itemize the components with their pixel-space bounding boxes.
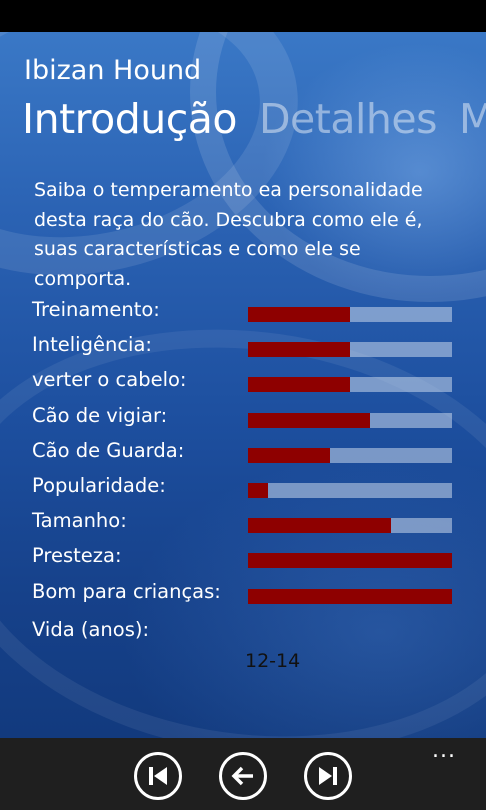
stat-row-inteligencia: Inteligência: <box>32 331 456 366</box>
stat-label: Treinamento: <box>32 298 160 321</box>
back-button[interactable] <box>219 752 267 800</box>
stat-bar-track <box>248 342 452 358</box>
back-arrow-icon <box>231 766 253 786</box>
life-value: 12-14 <box>245 650 301 672</box>
stat-bar-track <box>248 553 452 569</box>
skip-previous-button[interactable] <box>134 752 182 800</box>
stat-bar-track <box>248 518 452 534</box>
stat-label: Bom para crianças: <box>32 579 221 603</box>
tab-introducao[interactable]: Introdução <box>22 95 237 143</box>
stat-label: Popularidade: <box>32 473 166 497</box>
stat-bar-fill <box>248 482 269 498</box>
stats-list: Treinamento: Inteligência: verter o cabe… <box>32 296 456 613</box>
stat-bar-fill <box>248 307 350 322</box>
stat-bar-track <box>248 412 452 428</box>
stat-bar-fill <box>248 377 350 393</box>
tab-next-partial[interactable]: M <box>458 95 486 143</box>
more-options-button[interactable]: ... <box>432 738 456 763</box>
stat-label: Inteligência: <box>32 333 152 357</box>
stat-bar-track <box>248 482 452 498</box>
stat-row-presteza: Presteza: <box>32 542 456 577</box>
stat-label: Presteza: <box>32 544 122 568</box>
stat-label: Cão de Guarda: <box>32 438 185 462</box>
stat-label: Cão de vigiar: <box>32 403 168 427</box>
stat-row-verter-cabelo: verter o cabelo: <box>32 366 456 401</box>
status-bar <box>0 0 486 32</box>
stat-bar-fill <box>248 588 452 604</box>
stat-bar-track <box>248 588 452 604</box>
skip-previous-icon <box>149 767 167 785</box>
stat-row-bom-para-criancas: Bom para crianças: <box>32 578 456 613</box>
intro-text: Saiba o temperamento ea personalidade de… <box>34 179 423 290</box>
life-label: Vida (anos): <box>32 618 150 641</box>
stat-bar-fill <box>248 447 330 463</box>
stat-bar-track <box>248 377 452 393</box>
stat-bar-fill <box>248 412 371 428</box>
skip-next-button[interactable] <box>304 752 352 800</box>
stat-label: Tamanho: <box>32 509 127 533</box>
stat-row-cao-de-vigiar: Cão de vigiar: <box>32 402 456 437</box>
stat-label: verter o cabelo: <box>32 368 187 392</box>
pivot-header: Introdução Detalhes M <box>22 92 486 148</box>
application-bar: ... <box>0 738 486 810</box>
stat-bar-fill <box>248 518 391 534</box>
skip-next-icon <box>319 767 337 785</box>
stat-bar-track <box>248 447 452 463</box>
tab-detalhes[interactable]: Detalhes <box>258 95 437 143</box>
app-title: Ibizan Hound <box>24 55 202 86</box>
stat-row-tamanho: Tamanho: <box>32 507 456 542</box>
stat-row-popularidade: Popularidade: <box>32 472 456 507</box>
stat-bar-fill <box>248 553 452 569</box>
stat-bar-fill <box>248 342 350 358</box>
stat-row-treinamento: Treinamento: <box>32 296 456 331</box>
stat-row-cao-de-guarda: Cão de Guarda: <box>32 437 456 472</box>
stat-bar-track <box>248 307 452 322</box>
